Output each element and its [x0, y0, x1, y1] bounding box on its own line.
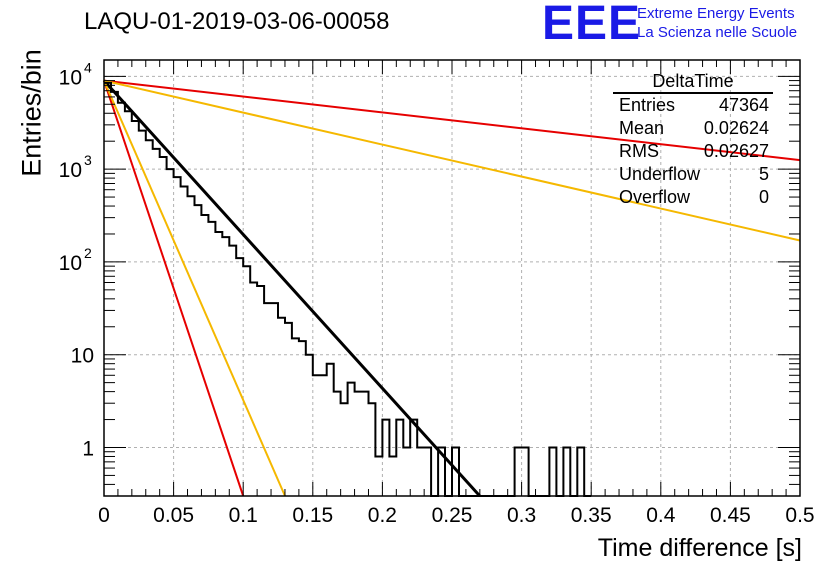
stats-row: Overflow 0 — [609, 186, 777, 209]
histogram — [104, 81, 592, 497]
x-tick-label: 0.05 — [153, 504, 194, 527]
logo-subtitle-line1: Extreme Energy Events — [637, 5, 795, 22]
x-tick-label: 0.35 — [571, 504, 612, 527]
logo-subtitle: Extreme Energy Events La Scienza nelle S… — [637, 4, 797, 42]
y-tick-label: 1 — [82, 437, 94, 460]
x-tick-label: 0.25 — [432, 504, 473, 527]
stats-label: RMS — [619, 141, 659, 161]
run-title: LAQU-01-2019-03-06-00058 — [84, 8, 390, 35]
x-tick-label: 0.5 — [785, 504, 814, 527]
x-axis-label: Time difference [s] — [597, 534, 802, 562]
stats-value: 5 — [758, 164, 769, 184]
tick-labels: 0 0.05 0.1 0.15 0.2 0.25 0.3 0.35 0.4 0.45 0.5 1 10 1… — [59, 59, 815, 527]
y-axis-label: Entries/bin — [16, 49, 47, 177]
series-line — [103, 80, 245, 497]
x-tick-label: 0 — [98, 504, 110, 527]
y-tick-label: 10 — [59, 159, 82, 182]
stats-label: Mean — [619, 118, 665, 138]
stats-label: Underflow — [619, 164, 701, 184]
stats-value: 0 — [758, 187, 769, 207]
histogram-outline — [104, 81, 592, 497]
x-tick-label: 0.4 — [646, 504, 676, 527]
stats-row: Mean 0.02624 — [609, 117, 777, 140]
stats-box: DeltaTime Entries 47364 Mean 0.02624 RMS 0.… — [609, 71, 777, 209]
stats-value: 0.02624 — [703, 118, 769, 138]
series-line — [103, 79, 801, 162]
x-tick-label: 0.3 — [507, 504, 536, 527]
stats-title: DeltaTime — [613, 71, 773, 94]
y-tick-label: 10 — [59, 252, 82, 275]
x-tick-label: 0.45 — [710, 504, 751, 527]
stats-row: Entries 47364 — [609, 94, 777, 117]
eee-logo: EEE — [542, 0, 642, 50]
stats-value: 0.02627 — [703, 141, 769, 161]
series-line — [102, 79, 481, 498]
y-tick-label: 10 — [59, 66, 82, 89]
series-line — [103, 80, 286, 497]
y-tick-exponent: 4 — [84, 59, 92, 75]
x-tick-label: 0.2 — [368, 504, 397, 527]
axis-ticks — [103, 60, 801, 497]
logo-subtitle-line2: La Scienza nelle Scuole — [637, 24, 798, 41]
stats-label: Entries — [619, 95, 676, 115]
x-tick-label: 0.1 — [229, 504, 258, 527]
y-tick-exponent: 3 — [84, 152, 92, 168]
y-tick-exponent: 2 — [84, 245, 92, 261]
stats-row: Underflow 5 — [609, 163, 777, 186]
series-line — [103, 79, 801, 242]
x-tick-label: 0.15 — [292, 504, 333, 527]
y-tick-label: 10 — [71, 345, 94, 368]
stats-row: RMS 0.02627 — [609, 140, 777, 163]
stats-label: Overflow — [619, 187, 691, 207]
stats-value: 47364 — [718, 95, 769, 115]
